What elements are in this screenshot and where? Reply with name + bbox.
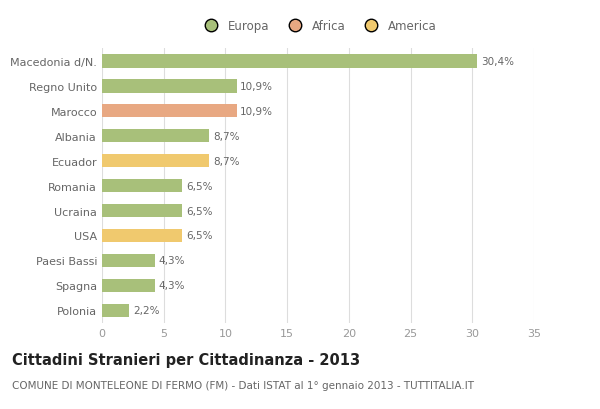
Bar: [102, 279, 155, 292]
Text: 8,7%: 8,7%: [213, 131, 239, 141]
Text: 6,5%: 6,5%: [186, 231, 212, 241]
Text: 4,3%: 4,3%: [159, 256, 185, 266]
Text: 6,5%: 6,5%: [186, 206, 212, 216]
Legend: Europa, Africa, America: Europa, Africa, America: [194, 15, 442, 38]
Text: Cittadini Stranieri per Cittadinanza - 2013: Cittadini Stranieri per Cittadinanza - 2…: [12, 352, 360, 367]
Bar: [102, 105, 236, 118]
Text: 10,9%: 10,9%: [240, 106, 273, 116]
Bar: [102, 304, 129, 317]
Text: 30,4%: 30,4%: [481, 56, 514, 67]
Bar: [102, 254, 155, 267]
Text: 6,5%: 6,5%: [186, 181, 212, 191]
Bar: [102, 229, 182, 243]
Bar: [102, 55, 477, 68]
Text: 10,9%: 10,9%: [240, 81, 273, 92]
Bar: [102, 204, 182, 218]
Text: 2,2%: 2,2%: [133, 306, 160, 316]
Text: 8,7%: 8,7%: [213, 156, 239, 166]
Bar: [102, 80, 236, 93]
Bar: [102, 179, 182, 193]
Text: 4,3%: 4,3%: [159, 281, 185, 291]
Text: COMUNE DI MONTELEONE DI FERMO (FM) - Dati ISTAT al 1° gennaio 2013 - TUTTITALIA.: COMUNE DI MONTELEONE DI FERMO (FM) - Dat…: [12, 380, 474, 390]
Bar: [102, 154, 209, 168]
Bar: [102, 129, 209, 143]
